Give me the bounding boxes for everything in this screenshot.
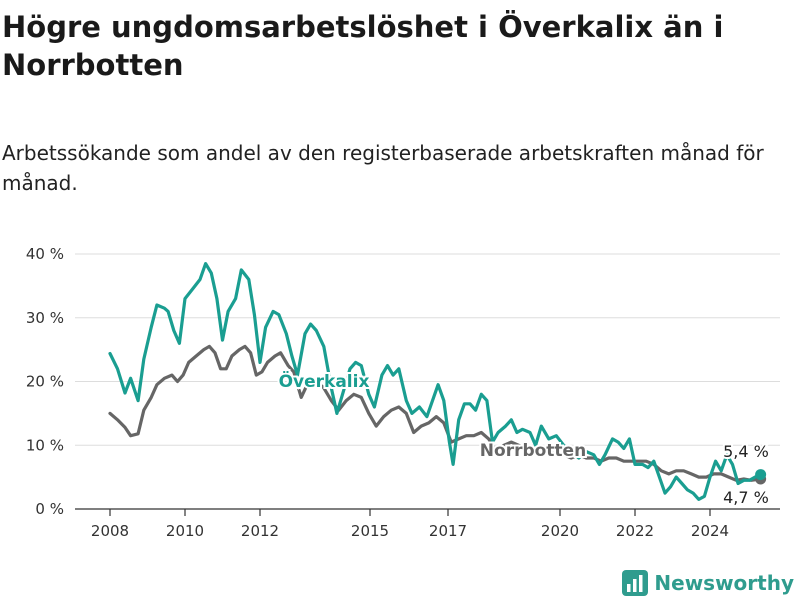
- x-tick-label: 2015: [351, 522, 389, 540]
- series-labels: Överkalix Norrbotten 5,4 % 4,7 %: [277, 368, 771, 509]
- series-label-overkalix: Överkalix: [279, 370, 370, 392]
- x-tick-label: 2024: [691, 522, 729, 540]
- y-tick-label: 0 %: [35, 500, 64, 518]
- y-axis-ticks: 0 % 10 % 20 % 30 % 40 %: [26, 245, 64, 518]
- y-tick-label: 40 %: [26, 245, 64, 263]
- brand-name: Newsworthy: [654, 571, 794, 595]
- newsworthy-logo: Newsworthy: [622, 570, 794, 596]
- x-tick-label: 2022: [616, 522, 654, 540]
- grid-lines: [75, 253, 780, 510]
- series-label-norrbotten: Norrbotten: [480, 441, 586, 461]
- y-tick-label: 10 %: [26, 436, 64, 454]
- x-tick-label: 2010: [166, 522, 204, 540]
- y-tick-label: 30 %: [26, 309, 64, 327]
- series-line-overkalix: [108, 262, 763, 501]
- end-label-overkalix: 5,4 %: [723, 442, 769, 461]
- series-line-norrbotten: [108, 344, 763, 482]
- x-tick-label: 2020: [541, 522, 579, 540]
- x-axis: 2008 2010 2012 2015 2017 2020 2022 2024: [91, 509, 729, 540]
- series-lines: [108, 262, 767, 501]
- end-label-norrbotten: 4,7 %: [723, 488, 769, 507]
- x-tick-label: 2017: [429, 522, 467, 540]
- y-tick-label: 20 %: [26, 373, 64, 391]
- x-tick-label: 2012: [241, 522, 279, 540]
- chart-subtitle: Arbetssökande som andel av den registerb…: [2, 141, 764, 195]
- bar-chart-logo-icon: [622, 570, 649, 596]
- chart-title: Högre ungdomsarbetslöshet i Överkalix än…: [2, 10, 724, 82]
- x-tick-label: 2008: [91, 522, 129, 540]
- end-point-overkalix: [755, 469, 767, 481]
